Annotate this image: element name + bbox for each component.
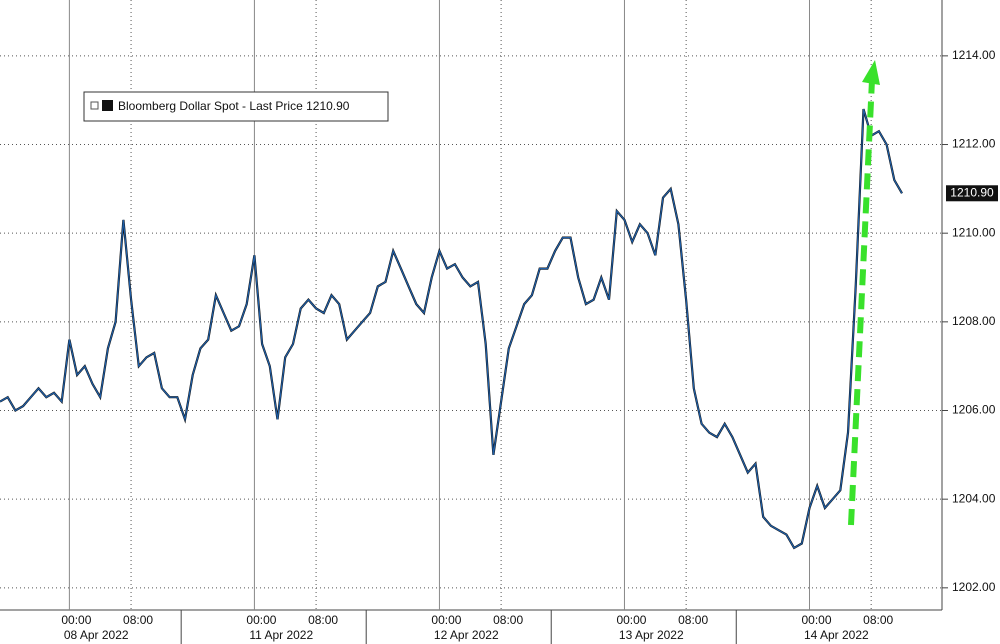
x-tick-label: 00:00 bbox=[801, 613, 831, 627]
y-tick-label: 1204.00 bbox=[952, 491, 996, 505]
date-label: 08 Apr 2022 bbox=[64, 628, 129, 642]
arrow-annotation bbox=[848, 79, 875, 526]
last-price-tag bbox=[946, 185, 998, 202]
y-tick-label: 1208.00 bbox=[952, 314, 996, 328]
legend-swatch bbox=[102, 100, 113, 111]
x-tick-label: 00:00 bbox=[431, 613, 461, 627]
date-label: 14 Apr 2022 bbox=[804, 628, 869, 642]
y-tick-label: 1212.00 bbox=[952, 137, 996, 151]
y-tick-label: 1202.00 bbox=[952, 580, 996, 594]
last-price-label: 1210.90 bbox=[950, 185, 994, 199]
plot bbox=[0, 108, 903, 550]
y-tick-label: 1214.00 bbox=[952, 48, 996, 62]
x-tick-label: 08:00 bbox=[863, 613, 893, 627]
x-tick-label: 08:00 bbox=[493, 613, 523, 627]
arrow-head bbox=[862, 60, 880, 85]
legend-label: Bloomberg Dollar Spot - Last Price 1210.… bbox=[118, 99, 350, 113]
date-label: 12 Apr 2022 bbox=[434, 628, 499, 642]
legend-expand bbox=[90, 101, 99, 110]
y-tick-label: 1210.00 bbox=[952, 225, 996, 239]
y-tick-label: 1206.00 bbox=[952, 403, 996, 417]
x-tick-label: 08:00 bbox=[678, 613, 708, 627]
x-tick-label: 00:00 bbox=[61, 613, 91, 627]
x-tick-label: 08:00 bbox=[308, 613, 338, 627]
date-label: 11 Apr 2022 bbox=[249, 628, 313, 642]
legend-last: 1210.90 bbox=[306, 99, 350, 113]
grid bbox=[0, 0, 942, 610]
x-tick-label: 00:00 bbox=[246, 613, 276, 627]
series-line-highlight bbox=[0, 108, 903, 549]
date-label: 13 Apr 2022 bbox=[619, 628, 684, 642]
legend-box bbox=[83, 91, 389, 122]
x-tick-label: 08:00 bbox=[123, 613, 153, 627]
legend-name: Bloomberg Dollar Spot - Last Price bbox=[118, 99, 303, 113]
x-tick-label: 00:00 bbox=[616, 613, 646, 627]
